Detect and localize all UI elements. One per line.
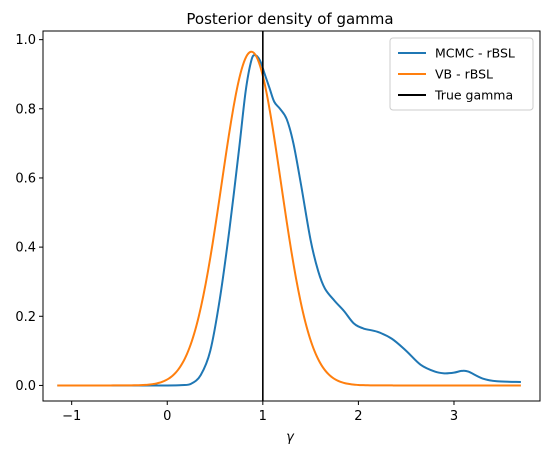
x-tick-label: −1 bbox=[62, 409, 81, 424]
plot-frame bbox=[42, 30, 541, 402]
x-axis: −1 0 1 2 3 bbox=[62, 401, 458, 424]
y-tick-label: 0.8 bbox=[15, 102, 36, 117]
x-tick-label: 3 bbox=[450, 409, 458, 424]
legend: MCMC - rBSL VB - rBSL True gamma bbox=[389, 37, 534, 111]
y-tick-label: 0.0 bbox=[15, 379, 36, 394]
y-axis: 0.0 0.2 0.4 0.6 0.8 1.0 bbox=[15, 33, 43, 394]
x-tick-label: 0 bbox=[163, 409, 171, 424]
x-tick-label: 2 bbox=[354, 409, 362, 424]
legend-label: MCMC - rBSL bbox=[435, 46, 515, 61]
y-tick-label: 1.0 bbox=[15, 33, 36, 48]
y-tick-label: 0.2 bbox=[15, 310, 36, 325]
y-tick-label: 0.6 bbox=[15, 171, 36, 186]
legend-box bbox=[389, 37, 534, 111]
series-line-vb-rbsl bbox=[57, 50, 521, 387]
legend-label: VB - rBSL bbox=[435, 67, 493, 82]
series-line-mcmc-rbsl bbox=[57, 54, 521, 387]
y-tick-label: 0.4 bbox=[15, 241, 36, 256]
x-axis-label: γ bbox=[286, 430, 295, 445]
chart-title: Posterior density of gamma bbox=[186, 10, 393, 28]
x-tick-label: 1 bbox=[259, 409, 267, 424]
legend-label: True gamma bbox=[434, 88, 513, 103]
